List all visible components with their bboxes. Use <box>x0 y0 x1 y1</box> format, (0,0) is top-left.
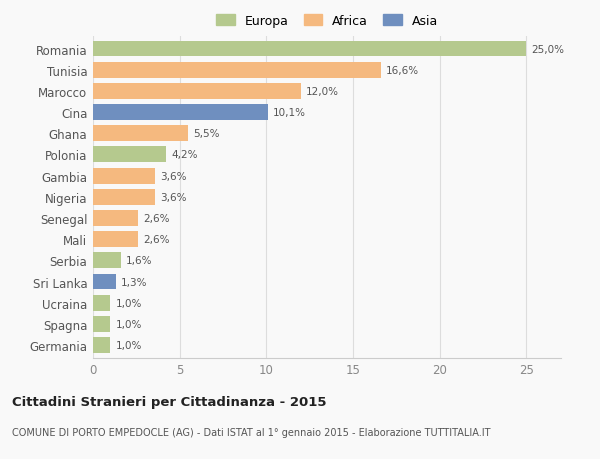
Bar <box>93 253 121 269</box>
Text: 12,0%: 12,0% <box>306 87 339 97</box>
Text: 1,0%: 1,0% <box>116 298 142 308</box>
Text: 3,6%: 3,6% <box>161 171 187 181</box>
Text: 3,6%: 3,6% <box>161 192 187 202</box>
Bar <box>93 295 110 311</box>
Text: 1,0%: 1,0% <box>116 340 142 350</box>
Text: 4,2%: 4,2% <box>171 150 197 160</box>
Bar <box>93 62 381 78</box>
Bar <box>93 105 268 121</box>
Bar <box>93 84 301 100</box>
Bar <box>93 211 138 226</box>
Bar <box>93 168 155 184</box>
Legend: Europa, Africa, Asia: Europa, Africa, Asia <box>212 11 442 31</box>
Bar <box>93 232 138 247</box>
Bar <box>93 41 526 57</box>
Text: 5,5%: 5,5% <box>194 129 220 139</box>
Text: 1,0%: 1,0% <box>116 319 142 329</box>
Bar <box>93 147 166 163</box>
Text: 16,6%: 16,6% <box>386 66 419 76</box>
Bar <box>93 274 116 290</box>
Text: 2,6%: 2,6% <box>143 235 170 245</box>
Bar <box>93 337 110 353</box>
Bar <box>93 190 155 205</box>
Text: 2,6%: 2,6% <box>143 213 170 224</box>
Bar <box>93 126 188 142</box>
Text: Cittadini Stranieri per Cittadinanza - 2015: Cittadini Stranieri per Cittadinanza - 2… <box>12 395 326 408</box>
Text: COMUNE DI PORTO EMPEDOCLE (AG) - Dati ISTAT al 1° gennaio 2015 - Elaborazione TU: COMUNE DI PORTO EMPEDOCLE (AG) - Dati IS… <box>12 427 491 437</box>
Text: 10,1%: 10,1% <box>273 108 306 118</box>
Text: 25,0%: 25,0% <box>532 45 565 55</box>
Text: 1,3%: 1,3% <box>121 277 147 287</box>
Text: 1,6%: 1,6% <box>126 256 152 266</box>
Bar <box>93 316 110 332</box>
